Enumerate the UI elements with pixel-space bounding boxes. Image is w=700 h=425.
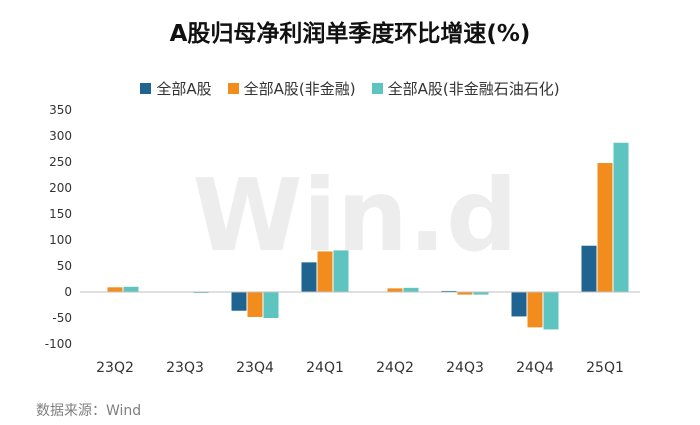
- x-tick-label: 25Q1: [586, 360, 624, 376]
- bar: [301, 262, 317, 292]
- y-tick-label: 100: [49, 233, 72, 247]
- bars: [107, 142, 629, 330]
- legend-swatch-nonfin-ex-oil: [371, 83, 383, 94]
- bar: [333, 250, 349, 292]
- y-tick-label: 250: [49, 155, 72, 169]
- bar: [123, 286, 139, 292]
- bar: [527, 292, 543, 328]
- legend-item-nonfin-ex-oil: 全部A股(非金融石油石化): [371, 78, 560, 99]
- bar: [581, 245, 597, 292]
- source-note: 数据来源：Wind: [36, 403, 142, 419]
- y-tick-label: -100: [45, 337, 72, 351]
- bar: [543, 292, 559, 330]
- x-tick-label: 23Q3: [166, 360, 204, 376]
- bar: [511, 292, 527, 317]
- bar: [387, 288, 403, 292]
- watermark: Win.d: [192, 157, 517, 274]
- x-tick-label: 24Q1: [306, 360, 344, 376]
- y-tick-label: 350: [49, 103, 72, 117]
- bar: [473, 292, 489, 295]
- legend-item-all-a: 全部A股: [140, 78, 212, 99]
- bar: [597, 163, 613, 292]
- x-tick-label: 23Q4: [236, 360, 274, 376]
- y-tick-label: 300: [49, 129, 72, 143]
- bar: [231, 292, 247, 311]
- x-tick-label: 24Q2: [376, 360, 414, 376]
- legend: 全部A股 全部A股(非金融) 全部A股(非金融石油石化): [0, 78, 700, 99]
- legend-label-nonfin: 全部A股(非金融): [243, 80, 356, 98]
- legend-label-all-a: 全部A股: [156, 80, 212, 98]
- legend-item-nonfin: 全部A股(非金融): [227, 78, 356, 99]
- bar: [317, 251, 333, 292]
- bar: [247, 292, 263, 317]
- bar: [263, 292, 279, 318]
- bar: [457, 292, 473, 295]
- y-tick-label: -50: [52, 311, 72, 325]
- x-axis: 23Q2 23Q3 23Q4 24Q1 24Q2 24Q3 24Q4 25Q1: [96, 360, 624, 376]
- y-tick-label: 150: [49, 207, 72, 221]
- bar: [193, 292, 209, 294]
- legend-swatch-nonfin: [227, 83, 239, 94]
- legend-label-nonfin-ex-oil: 全部A股(非金融石油石化): [387, 80, 560, 98]
- bar: [613, 142, 629, 292]
- legend-swatch-all-a: [140, 83, 152, 94]
- bar: [107, 287, 123, 292]
- y-tick-label: 50: [57, 259, 72, 273]
- bar: [403, 287, 419, 292]
- chart-title: A股归母净利润单季度环比增速(%): [169, 21, 531, 47]
- bar: [441, 290, 457, 292]
- x-tick-label: 23Q2: [96, 360, 134, 376]
- x-tick-label: 24Q4: [516, 360, 554, 376]
- y-tick-label: 200: [49, 181, 72, 195]
- x-tick-label: 24Q3: [446, 360, 484, 376]
- y-tick-label: 0: [64, 285, 72, 299]
- y-axis: 350 300 250 200 150 100 50 0 -50 -100: [45, 103, 72, 351]
